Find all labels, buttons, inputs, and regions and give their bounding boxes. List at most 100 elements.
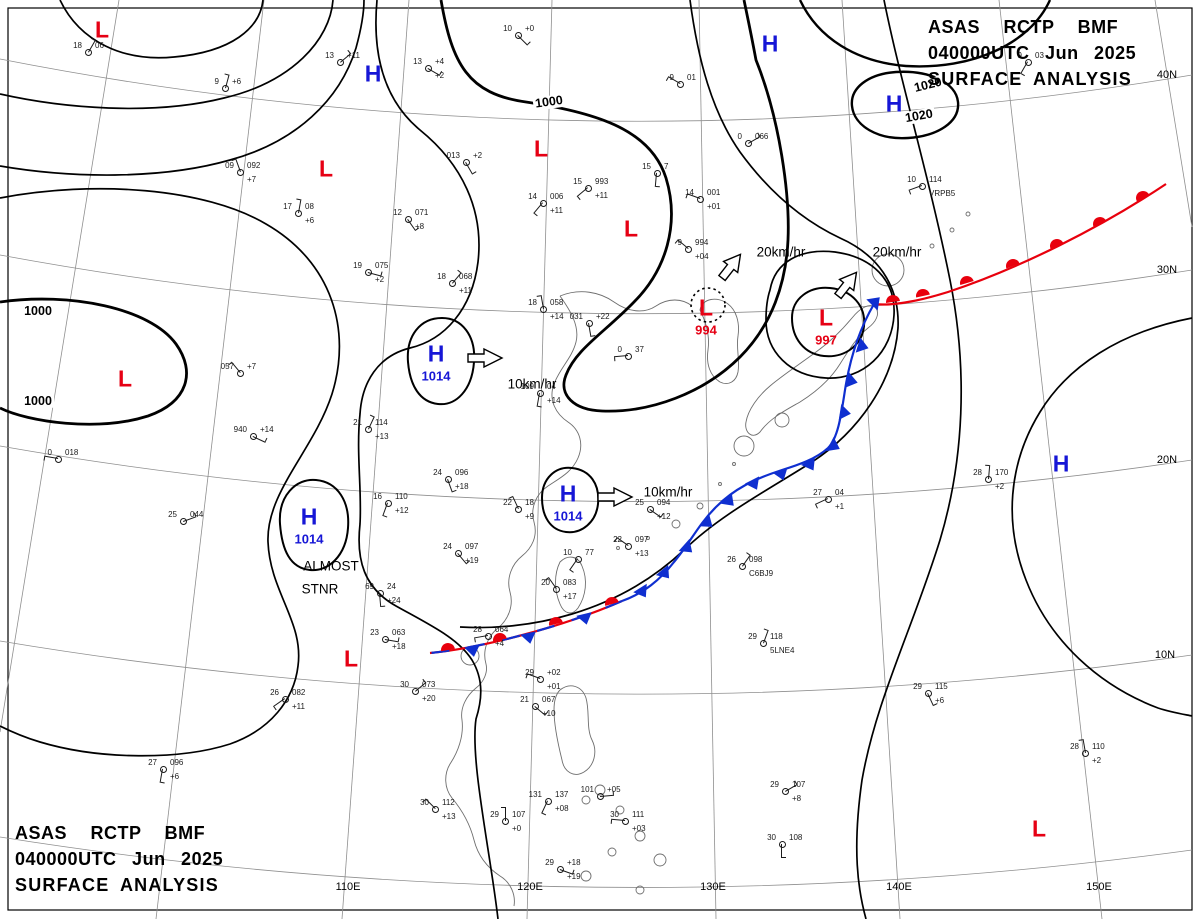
station-value-extra: +20 [422,694,436,703]
arrow-20kmhr-west [717,253,742,282]
station-value-right: 094 [657,498,671,507]
station-value-left: 28 [1070,742,1079,751]
station-circle-icon [625,353,632,360]
station-value-extra: +01 [547,682,561,691]
station-value-right: 08 [305,202,314,211]
station-value-right: 073 [422,680,436,689]
station-value-left: 14 [685,188,694,197]
station-value-right: 097 [465,542,479,551]
station-value-right: 018 [65,448,79,457]
station-circle-icon [685,246,692,253]
annotation-text: STNR [301,581,339,597]
station-value-right: 096 [455,468,469,477]
pressure-value: 1014 [553,508,583,524]
title-block-top-right: ASAS RCTP BMF 040000UTC Jun 2025 SURFACE… [928,14,1136,92]
lat-label: 10N [1154,649,1176,661]
cold-front-symbol [633,583,647,598]
station-value-right: +02 [547,668,561,677]
station-circle-icon [377,590,384,597]
station-value-extra: +19 [465,556,479,565]
cold-front-symbol [838,404,851,420]
station-value-extra: +11 [459,286,472,295]
station-value-extra: +6 [305,216,315,225]
lat-label: 30N [1156,264,1178,276]
station-value-extra: +01 [707,202,721,211]
station-value-right: 001 [707,188,721,197]
station-circle-icon [515,506,522,513]
chart-type: SURFACE ANALYSIS [15,875,219,896]
wind-barb-icon [600,794,615,797]
station-circle-icon [412,688,419,695]
lon-label: 120E [517,881,543,893]
wind-barb-icon [611,818,626,821]
station-value-right: 107 [512,810,526,819]
trough-dotted-circle [690,287,726,323]
station-value-extra: +12 [657,512,671,521]
station-circle-icon [515,32,522,39]
station-circle-icon [625,543,632,550]
station-value-right: 044 [190,510,204,519]
station-value-left: 69 [365,582,374,591]
map-border [7,7,1193,911]
station-circle-icon [647,506,654,513]
isobar-label: 1000 [532,92,566,111]
pressure-center-h: H [885,90,903,117]
station-value-left: 9 [1017,51,1022,60]
station-circle-icon [532,703,539,710]
station-value-extra: +11 [595,191,608,200]
station-value-extra: +08 [555,804,569,813]
title-block-bottom-left: ASAS RCTP BMF 040000UTC Jun 2025 SURFACE… [15,820,223,898]
station-value-right: 075 [375,261,389,270]
station-value-left: 19 [353,261,362,270]
station-value-extra: +2 [995,482,1005,491]
station-circle-icon [779,841,786,848]
station-value-right: +22 [596,312,610,321]
isobar-label: 1020 [902,106,936,126]
station-value-right: 993 [595,177,609,186]
station-value-left: 29 [748,632,757,641]
station-value-left: 28 [973,468,982,477]
station-value-left: 30 [767,833,776,842]
station-value-extra: +11 [292,702,305,711]
arrow-10kmhr-west [467,347,504,369]
pressure-center-l: L [698,294,714,321]
station-value-left: 28 [473,625,482,634]
station-value-right: 092 [247,161,261,170]
station-value-left: 131 [528,790,542,799]
station-value-extra: +13 [375,432,389,441]
warm-front-symbol [1136,191,1150,202]
station-value-extra: +19 [567,872,581,881]
station-circle-icon [745,140,752,147]
station-value-right: +05 [607,785,621,794]
pressure-center-l: L [533,135,549,162]
pressure-center-h: H [1052,450,1070,477]
station-value-extra: +6 [170,772,180,781]
station-value-right: 77 [585,548,594,557]
station-value-right: +4 [435,57,445,66]
station-value-left: 17 [283,202,292,211]
station-value-extra: VRPB5 [929,189,956,198]
station-value-left: 15 [642,162,651,171]
station-value-left: 30 [610,810,619,819]
station-value-right: 067 [542,695,556,704]
arrow-20kmhr-east [833,271,858,300]
warm-front-line [873,183,1167,306]
cold-front-symbol [866,297,880,311]
station-value-left: 031 [569,312,583,321]
annotation-text: 10km/hr [643,484,693,500]
wind-barb-icon [533,202,543,214]
lon-label: 130E [700,881,726,893]
pressure-center-h: H [364,60,382,87]
station-circle-icon [432,806,439,813]
station-value-extra: +24 [387,596,401,605]
cold-front-symbol [845,372,858,388]
station-circle-icon [697,196,704,203]
station-value-extra: +0 [512,824,522,833]
station-value-right: 115 [935,682,948,691]
station-value-extra: +4 [495,639,505,648]
pressure-center-l: L [343,645,359,672]
station-value-extra: +17 [563,592,577,601]
warm-front-symbol [1050,239,1064,249]
chart-datetime: 040000UTC Jun 2025 [928,43,1137,64]
